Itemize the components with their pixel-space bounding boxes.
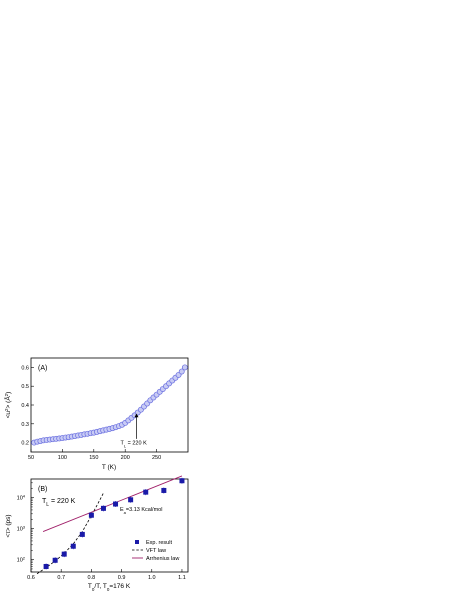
data-point-b	[52, 557, 58, 563]
vft-line	[36, 492, 104, 575]
x-tick-label-b: 0.7	[57, 575, 65, 581]
x-tick-label-b: 1.0	[148, 575, 156, 581]
x-tick-label-b: 1.1	[178, 575, 186, 581]
panel-b-data	[43, 477, 185, 570]
panel-b-ticks: 0.6 0.7 0.8 0.9 1.0 1.1 102 103 104	[17, 482, 186, 581]
legend-label: VFT law	[146, 548, 166, 554]
y-tick-label-b: 103	[17, 524, 26, 533]
x-tick-label-a: 250	[152, 455, 161, 461]
data-point-b	[128, 497, 134, 503]
data-point-a	[178, 368, 185, 375]
data-point-b	[61, 551, 67, 557]
panel-b-label: (B)	[38, 486, 47, 493]
data-point-b	[79, 531, 85, 537]
data-point-b	[100, 505, 106, 511]
data-point-b	[70, 543, 76, 549]
data-point-a	[181, 364, 188, 371]
data-point-b	[113, 501, 119, 507]
panel-b-legend: Exp. result VFT law Arrhenius law	[132, 540, 179, 562]
y-tick-label-a: 0.3	[21, 422, 29, 428]
y-tick-label-b: 102	[17, 555, 26, 564]
x-tick-label-a: 100	[58, 455, 67, 461]
x-tick-label-b: 0.6	[27, 575, 35, 581]
panel-b-lines	[36, 475, 183, 575]
tl-annotation-a: TL = 220 K	[121, 413, 148, 448]
data-point-b	[179, 478, 185, 484]
panel-a-xlabel: T (K)	[102, 464, 116, 471]
y-tick-label-a: 0.6	[21, 365, 29, 371]
x-tick-label-b: 0.8	[88, 575, 96, 581]
data-point-b	[161, 487, 167, 493]
panel-a-ticks: 50 100 150 200 250 0.2 0.3 0.4 0.5 0.6	[21, 365, 161, 461]
tl-label-b: TL = 220 K	[42, 498, 76, 508]
legend-label: Exp. result	[146, 540, 172, 546]
tl-label-a: TL = 220 K	[121, 440, 148, 448]
panel-b-frame	[30, 478, 189, 573]
y-tick-label-a: 0.4	[21, 403, 29, 409]
x-tick-label-a: 50	[28, 455, 34, 461]
panel-a-ylabel: <u2> (Å2)	[3, 392, 12, 419]
x-tick-label-a: 150	[89, 455, 98, 461]
x-tick-label-b: 0.9	[118, 575, 126, 581]
panel-b-ylabel: <τ> (ps)	[5, 514, 12, 537]
legend-label: Arrhenius law	[146, 556, 179, 562]
y-tick-label-b: 104	[17, 493, 26, 502]
ea-label: Ea=3.13 Kcal/mol	[120, 507, 162, 515]
panel-a-data	[31, 364, 188, 446]
data-point-b	[88, 512, 94, 518]
arrhenius-line	[42, 475, 183, 533]
data-point-b	[43, 563, 49, 569]
panel-b-xlabel: T0/T, T0=176 K	[88, 583, 131, 592]
tl-arrow-head	[134, 413, 139, 418]
panel-b: 0.6 0.7 0.8 0.9 1.0 1.1 102 103 104 (B) TL = 220…	[5, 475, 189, 592]
y-tick-label-a: 0.5	[21, 384, 29, 390]
data-point-b	[143, 489, 149, 495]
panel-a-label: (A)	[38, 365, 47, 372]
x-tick-label-a: 200	[121, 455, 130, 461]
y-tick-label-a: 0.2	[21, 441, 29, 447]
legend-marker-exp	[135, 540, 139, 544]
